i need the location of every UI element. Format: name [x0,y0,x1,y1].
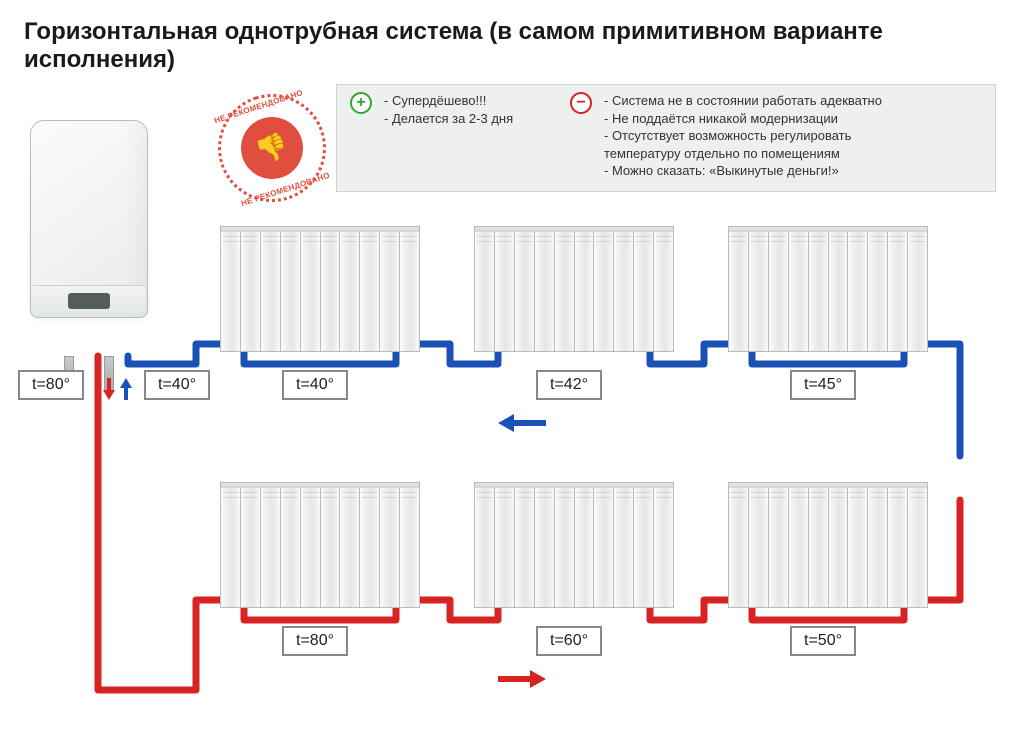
radiator [728,482,928,608]
temp-label-top-3: t=45° [790,370,856,400]
cold-pipe [128,344,960,456]
cons-item: - Можно сказать: «Выкинутые деньги!» [604,162,882,180]
cons-item: - Не поддаётся никакой модернизации [604,110,882,128]
boiler [30,120,148,356]
cons-item: - Система не в состоянии работать адеква… [604,92,882,110]
page-title: Горизонтальная однотрубная система (в са… [24,18,1024,74]
flow-arrow-supply [498,670,546,688]
pros-item: - Делается за 2-3 дня [384,110,513,128]
boiler-body [30,120,148,318]
pros-item: - Супердёшево!!! [384,92,513,110]
not-recommended-stamp: НЕ РЕКОМЕНДОВАНО 👎 НЕ РЕКОМЕНДОВАНО [204,80,340,216]
cons-item: - Отсутствует возможность регулировать [604,127,882,145]
temp-label-supply: t=80° [18,370,84,400]
boiler-panel [33,285,145,315]
cons-list: - Система не в состоянии работать адеква… [604,92,882,180]
radiator [474,482,674,608]
temp-label-return: t=40° [144,370,210,400]
radiator [728,226,928,352]
plus-icon: + [350,92,372,114]
cons-item: температуру отдельно по помещениям [604,145,882,163]
radiator [220,482,420,608]
temp-label-bot-3: t=50° [790,626,856,656]
temp-label-bot-1: t=80° [282,626,348,656]
boiler-arrow-down-icon [103,378,115,400]
radiator [474,226,674,352]
temp-label-bot-2: t=60° [536,626,602,656]
temp-label-top-1: t=40° [282,370,348,400]
temp-label-top-2: t=42° [536,370,602,400]
pros-list: - Супердёшево!!! - Делается за 2-3 дня [384,92,513,127]
thumbs-down-icon: 👎 [233,109,311,187]
boiler-arrow-up-icon [120,378,132,400]
flow-arrow-return [498,414,546,432]
radiator [220,226,420,352]
minus-icon: − [570,92,592,114]
